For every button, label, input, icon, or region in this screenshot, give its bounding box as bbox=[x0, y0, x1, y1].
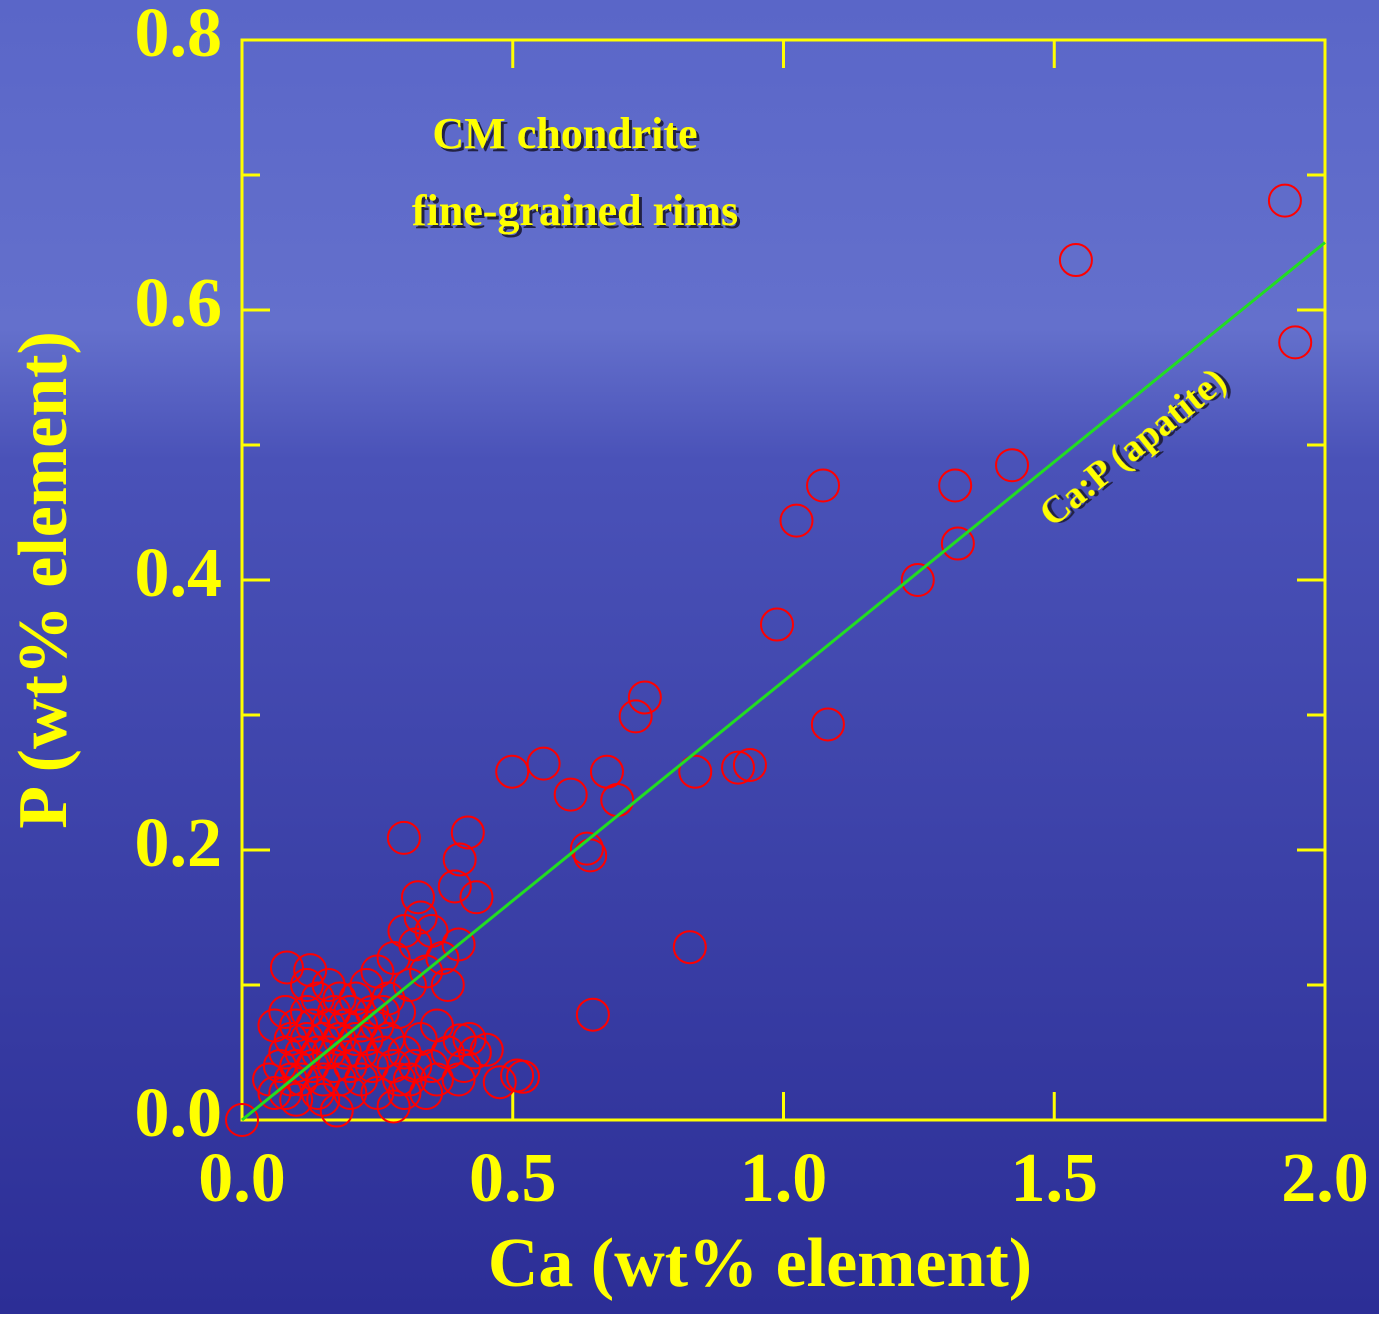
point bbox=[441, 927, 476, 962]
point bbox=[317, 995, 352, 1029]
x-tick-label: 2.0 bbox=[1281, 1140, 1369, 1217]
point bbox=[452, 1022, 487, 1056]
point bbox=[400, 880, 435, 915]
point bbox=[225, 1103, 259, 1137]
apatite-line bbox=[241, 241, 1326, 1122]
point bbox=[940, 526, 975, 561]
x-tick-label: 1.0 bbox=[740, 1140, 828, 1217]
y-axis-label: P (wt% element) bbox=[5, 331, 82, 829]
point bbox=[450, 815, 485, 850]
point bbox=[526, 746, 561, 781]
point bbox=[403, 900, 438, 935]
point bbox=[995, 448, 1030, 483]
x-tick-label: 1.5 bbox=[1011, 1140, 1099, 1217]
point bbox=[386, 820, 421, 855]
point bbox=[447, 1049, 482, 1083]
point bbox=[732, 747, 767, 782]
point bbox=[344, 1062, 379, 1097]
point bbox=[289, 995, 324, 1029]
y-tick-label: 0.2 bbox=[135, 805, 223, 882]
point bbox=[482, 1065, 517, 1100]
point bbox=[459, 880, 494, 915]
point bbox=[269, 950, 304, 985]
point bbox=[322, 1062, 357, 1097]
y-tick-label: 0.0 bbox=[135, 1075, 223, 1152]
point bbox=[441, 1062, 476, 1097]
point bbox=[457, 1035, 492, 1070]
point bbox=[627, 680, 662, 715]
point bbox=[365, 1035, 400, 1070]
point bbox=[806, 468, 841, 503]
point bbox=[365, 995, 400, 1029]
point bbox=[569, 831, 604, 866]
point bbox=[317, 1049, 352, 1083]
point bbox=[311, 968, 346, 1002]
point bbox=[257, 1008, 292, 1043]
point bbox=[469, 1032, 504, 1067]
point bbox=[333, 1049, 368, 1083]
point bbox=[900, 563, 935, 597]
point bbox=[419, 1062, 454, 1097]
point bbox=[500, 1058, 535, 1093]
point bbox=[409, 1076, 444, 1110]
point bbox=[300, 1076, 335, 1110]
point bbox=[442, 842, 477, 877]
point bbox=[279, 1082, 314, 1117]
point bbox=[1058, 243, 1093, 278]
annotation: fine-grained rims bbox=[412, 186, 738, 235]
point bbox=[344, 1035, 379, 1070]
point bbox=[495, 754, 530, 789]
point bbox=[575, 997, 610, 1032]
point bbox=[672, 930, 707, 965]
point bbox=[430, 968, 465, 1002]
point bbox=[437, 869, 472, 904]
point bbox=[268, 995, 303, 1029]
point bbox=[1267, 183, 1302, 218]
point bbox=[810, 707, 845, 742]
point bbox=[1278, 325, 1313, 360]
x-tick-label: 0.0 bbox=[198, 1140, 286, 1217]
point bbox=[273, 1062, 308, 1097]
point bbox=[760, 607, 795, 642]
point bbox=[779, 503, 814, 538]
y-tick-label: 0.4 bbox=[135, 535, 223, 612]
point bbox=[322, 981, 357, 1016]
x-tick-label: 0.5 bbox=[469, 1140, 557, 1217]
x-axis-label: Ca (wt% element) bbox=[488, 1225, 1032, 1302]
point bbox=[344, 1008, 379, 1043]
point bbox=[553, 777, 588, 812]
y-tick-label: 0.6 bbox=[135, 265, 223, 342]
point bbox=[618, 699, 653, 734]
point bbox=[289, 968, 324, 1002]
point bbox=[678, 754, 713, 789]
point bbox=[371, 981, 406, 1016]
point bbox=[938, 468, 973, 503]
point bbox=[354, 1049, 389, 1083]
annotation: CM chondrite bbox=[432, 109, 697, 158]
point bbox=[349, 968, 384, 1002]
y-tick-label: 0.8 bbox=[135, 0, 223, 72]
point bbox=[721, 750, 756, 785]
